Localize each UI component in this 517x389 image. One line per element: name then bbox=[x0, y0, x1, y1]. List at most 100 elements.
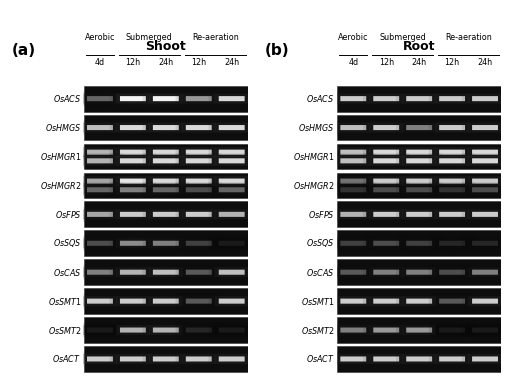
FancyBboxPatch shape bbox=[87, 270, 113, 275]
FancyBboxPatch shape bbox=[396, 352, 443, 366]
FancyBboxPatch shape bbox=[87, 187, 113, 192]
FancyBboxPatch shape bbox=[373, 270, 399, 275]
FancyBboxPatch shape bbox=[406, 356, 432, 361]
Text: 12h: 12h bbox=[125, 58, 141, 67]
FancyBboxPatch shape bbox=[435, 185, 469, 195]
FancyBboxPatch shape bbox=[143, 236, 189, 251]
FancyBboxPatch shape bbox=[77, 145, 123, 159]
FancyBboxPatch shape bbox=[77, 91, 123, 106]
FancyBboxPatch shape bbox=[215, 123, 249, 133]
FancyBboxPatch shape bbox=[219, 270, 245, 275]
FancyBboxPatch shape bbox=[215, 94, 249, 103]
FancyBboxPatch shape bbox=[340, 270, 366, 275]
FancyBboxPatch shape bbox=[330, 294, 376, 308]
FancyBboxPatch shape bbox=[406, 212, 432, 217]
FancyBboxPatch shape bbox=[143, 182, 189, 197]
FancyBboxPatch shape bbox=[116, 354, 150, 364]
FancyBboxPatch shape bbox=[468, 94, 502, 103]
FancyBboxPatch shape bbox=[176, 145, 222, 159]
FancyBboxPatch shape bbox=[176, 352, 222, 366]
FancyBboxPatch shape bbox=[396, 145, 443, 159]
Bar bbox=[84, 230, 248, 256]
FancyBboxPatch shape bbox=[340, 187, 366, 192]
FancyBboxPatch shape bbox=[363, 322, 409, 338]
FancyBboxPatch shape bbox=[219, 96, 245, 101]
FancyBboxPatch shape bbox=[83, 147, 117, 157]
FancyBboxPatch shape bbox=[472, 299, 498, 304]
FancyBboxPatch shape bbox=[182, 354, 216, 364]
FancyBboxPatch shape bbox=[406, 158, 432, 163]
FancyBboxPatch shape bbox=[143, 207, 189, 222]
FancyBboxPatch shape bbox=[462, 352, 508, 366]
FancyBboxPatch shape bbox=[215, 354, 249, 364]
FancyBboxPatch shape bbox=[219, 179, 245, 184]
Text: $\mathit{OsFPS}$: $\mathit{OsFPS}$ bbox=[308, 209, 334, 220]
FancyBboxPatch shape bbox=[143, 145, 189, 159]
FancyBboxPatch shape bbox=[406, 299, 432, 304]
FancyBboxPatch shape bbox=[468, 267, 502, 277]
FancyBboxPatch shape bbox=[120, 179, 146, 184]
FancyBboxPatch shape bbox=[208, 265, 255, 280]
FancyBboxPatch shape bbox=[149, 325, 183, 335]
FancyBboxPatch shape bbox=[406, 96, 432, 101]
FancyBboxPatch shape bbox=[176, 120, 222, 135]
FancyBboxPatch shape bbox=[219, 158, 245, 163]
FancyBboxPatch shape bbox=[330, 322, 376, 338]
Text: $\mathit{OsCAS}$: $\mathit{OsCAS}$ bbox=[53, 267, 81, 278]
FancyBboxPatch shape bbox=[215, 267, 249, 277]
FancyBboxPatch shape bbox=[120, 270, 146, 275]
FancyBboxPatch shape bbox=[219, 212, 245, 217]
FancyBboxPatch shape bbox=[83, 267, 117, 277]
FancyBboxPatch shape bbox=[182, 209, 216, 219]
FancyBboxPatch shape bbox=[462, 207, 508, 222]
FancyBboxPatch shape bbox=[468, 185, 502, 195]
FancyBboxPatch shape bbox=[110, 294, 156, 308]
FancyBboxPatch shape bbox=[116, 185, 150, 195]
Text: $\mathit{OsACT}$: $\mathit{OsACT}$ bbox=[306, 354, 334, 364]
FancyBboxPatch shape bbox=[435, 354, 469, 364]
FancyBboxPatch shape bbox=[472, 270, 498, 275]
FancyBboxPatch shape bbox=[396, 294, 443, 308]
Bar bbox=[84, 259, 248, 285]
FancyBboxPatch shape bbox=[462, 182, 508, 197]
FancyBboxPatch shape bbox=[219, 150, 245, 155]
FancyBboxPatch shape bbox=[143, 173, 189, 189]
FancyBboxPatch shape bbox=[439, 187, 465, 192]
FancyBboxPatch shape bbox=[83, 209, 117, 219]
FancyBboxPatch shape bbox=[153, 96, 179, 101]
FancyBboxPatch shape bbox=[149, 209, 183, 219]
FancyBboxPatch shape bbox=[153, 356, 179, 361]
FancyBboxPatch shape bbox=[208, 236, 255, 251]
FancyBboxPatch shape bbox=[120, 150, 146, 155]
FancyBboxPatch shape bbox=[472, 150, 498, 155]
FancyBboxPatch shape bbox=[406, 270, 432, 275]
FancyBboxPatch shape bbox=[153, 187, 179, 192]
FancyBboxPatch shape bbox=[83, 185, 117, 195]
FancyBboxPatch shape bbox=[77, 265, 123, 280]
FancyBboxPatch shape bbox=[462, 322, 508, 338]
Text: $\mathit{OsHMGR2}$: $\mathit{OsHMGR2}$ bbox=[40, 180, 81, 191]
FancyBboxPatch shape bbox=[153, 179, 179, 184]
FancyBboxPatch shape bbox=[330, 120, 376, 135]
FancyBboxPatch shape bbox=[363, 91, 409, 106]
FancyBboxPatch shape bbox=[402, 267, 436, 277]
FancyBboxPatch shape bbox=[149, 354, 183, 364]
FancyBboxPatch shape bbox=[337, 267, 370, 277]
FancyBboxPatch shape bbox=[472, 212, 498, 217]
FancyBboxPatch shape bbox=[472, 356, 498, 361]
FancyBboxPatch shape bbox=[370, 147, 403, 157]
FancyBboxPatch shape bbox=[153, 270, 179, 275]
FancyBboxPatch shape bbox=[402, 209, 436, 219]
FancyBboxPatch shape bbox=[83, 123, 117, 133]
FancyBboxPatch shape bbox=[330, 153, 376, 168]
FancyBboxPatch shape bbox=[120, 356, 146, 361]
FancyBboxPatch shape bbox=[337, 147, 370, 157]
FancyBboxPatch shape bbox=[87, 150, 113, 155]
FancyBboxPatch shape bbox=[143, 91, 189, 106]
FancyBboxPatch shape bbox=[429, 153, 475, 168]
FancyBboxPatch shape bbox=[472, 241, 498, 246]
FancyBboxPatch shape bbox=[77, 236, 123, 251]
FancyBboxPatch shape bbox=[363, 182, 409, 197]
FancyBboxPatch shape bbox=[186, 299, 211, 304]
FancyBboxPatch shape bbox=[77, 352, 123, 366]
